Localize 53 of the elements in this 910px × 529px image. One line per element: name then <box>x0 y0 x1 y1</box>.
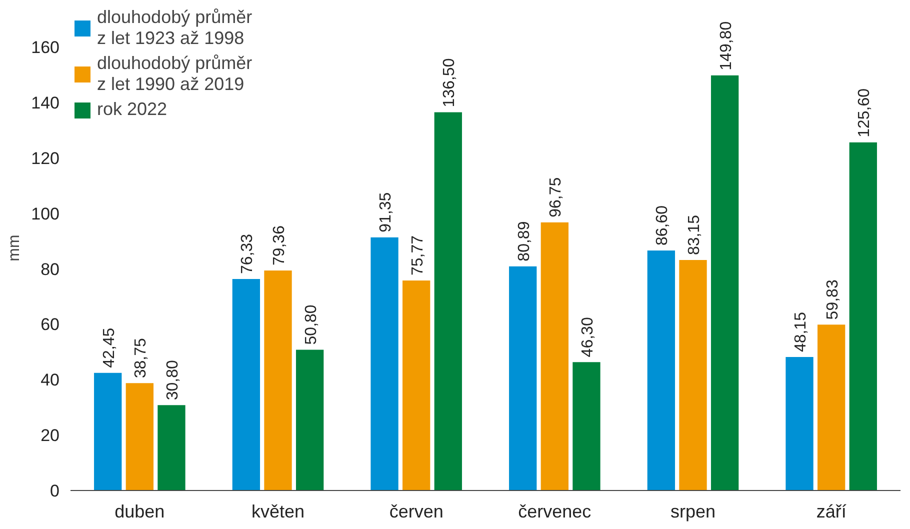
data-label: 75,77 <box>409 235 426 276</box>
data-label: 149,80 <box>718 21 735 70</box>
data-label: 48,15 <box>792 312 810 352</box>
y-tick-label: 100 <box>31 204 60 224</box>
bar <box>710 75 739 490</box>
bar <box>849 142 877 490</box>
x-tick-label: květen <box>251 502 305 522</box>
data-label: 76,33 <box>239 234 256 274</box>
x-tick-label: září <box>816 502 846 522</box>
data-label: 46,30 <box>579 317 596 358</box>
data-label: 96,75 <box>548 177 565 218</box>
y-tick-label: 120 <box>31 148 60 168</box>
y-axis-title: mm <box>6 234 24 262</box>
bar <box>786 357 814 490</box>
y-tick-label: 0 <box>50 482 60 500</box>
data-label: 125,60 <box>856 88 874 138</box>
bar <box>126 383 154 490</box>
bar <box>402 280 430 490</box>
data-label: 79,36 <box>271 225 288 266</box>
y-tick-label: 40 <box>40 370 60 390</box>
x-tick-label: srpen <box>670 502 716 522</box>
bar <box>434 112 462 490</box>
x-tick-label: duben <box>114 502 165 522</box>
data-label: 86,60 <box>654 205 672 246</box>
bar <box>296 350 324 490</box>
data-label: 59,83 <box>824 280 842 320</box>
bar <box>509 266 537 490</box>
bar <box>647 250 676 490</box>
bar <box>572 362 600 490</box>
data-label: 38,75 <box>132 338 150 378</box>
bar <box>540 222 568 490</box>
x-tick-label: červenec <box>518 502 592 522</box>
y-tick-label: 160 <box>31 38 60 58</box>
bar <box>679 260 707 490</box>
data-label: 30,80 <box>164 360 182 400</box>
bar <box>232 278 260 490</box>
y-tick-label: 80 <box>40 260 60 279</box>
data-label: 91,35 <box>378 192 395 232</box>
y-tick-label: 140 <box>31 94 60 112</box>
bar <box>370 237 398 490</box>
data-label: 50,80 <box>302 304 320 345</box>
data-label: 83,15 <box>686 214 703 256</box>
data-label: 80,89 <box>516 221 533 262</box>
bar <box>158 405 186 490</box>
x-tick-label: červen <box>389 502 444 522</box>
y-tick-label: 60 <box>40 315 60 334</box>
bar <box>94 372 122 490</box>
bar <box>264 270 292 490</box>
legend-label: rok 2022 <box>97 99 168 120</box>
bar <box>818 324 846 490</box>
data-label: 42,45 <box>100 328 118 368</box>
y-tick-label: 20 <box>40 426 60 446</box>
data-label: 136,50 <box>441 58 458 108</box>
